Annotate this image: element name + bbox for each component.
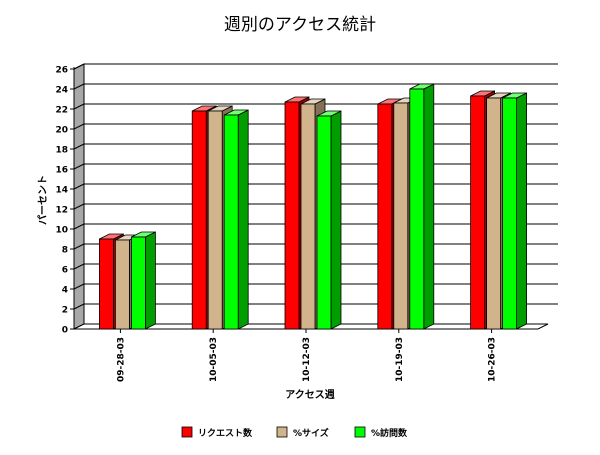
gridline-wall	[73, 223, 85, 230]
y-tick-label: 10	[55, 226, 68, 236]
side-wall	[73, 63, 85, 330]
gridline-wall	[73, 303, 85, 310]
bar-front	[284, 101, 300, 330]
legend-swatch	[181, 426, 193, 438]
gridline-wall	[73, 83, 85, 90]
gridline-wall	[73, 143, 85, 150]
bar-front	[223, 114, 239, 330]
bar-front	[130, 236, 146, 330]
x-tick-label: 10-26-03	[488, 337, 498, 382]
gridline-wall	[73, 263, 85, 270]
gridline-wall	[73, 63, 85, 70]
bar-front	[316, 115, 332, 330]
gridline-wall	[73, 203, 85, 210]
bar-front	[409, 88, 425, 330]
bar-side	[423, 83, 435, 330]
bar-front	[191, 110, 207, 330]
bar	[316, 110, 342, 330]
y-tick-label: 6	[62, 266, 68, 276]
bar-side	[516, 92, 527, 330]
legend-label: %サイズ	[293, 427, 329, 439]
bar-side	[237, 109, 249, 330]
x-tick-label: 10-12-03	[302, 337, 312, 382]
y-tick-label: 22	[55, 106, 68, 116]
y-tick-label: 20	[55, 126, 68, 136]
legend: リクエスト数 %サイズ %訪問数	[181, 426, 408, 439]
gridline-wall	[73, 103, 85, 110]
y-tick-label: 0	[62, 326, 68, 336]
bar	[130, 231, 156, 330]
gridline-wall	[73, 283, 85, 290]
bar-front	[486, 97, 502, 330]
x-tick-label: 09-28-03	[116, 337, 126, 382]
bar-front	[502, 97, 518, 330]
y-tick-label: 4	[62, 286, 68, 296]
bar-front	[393, 102, 409, 330]
y-tick-label: 12	[55, 206, 68, 216]
y-tick-label: 16	[55, 166, 68, 176]
bar-front	[115, 239, 130, 330]
x-tick-label: 10-19-03	[395, 337, 405, 382]
bar	[409, 83, 435, 330]
x-tick-label: 10-05-03	[209, 337, 219, 382]
gridline-wall	[73, 243, 85, 250]
bars	[99, 83, 527, 330]
y-tick-label: 2	[62, 306, 68, 316]
bar-front	[99, 238, 114, 330]
y-tick-label: 8	[62, 246, 68, 256]
x-axis-label: アクセス週	[285, 389, 335, 401]
chart-title: 週別のアクセス統計	[224, 15, 376, 35]
legend-label: リクエスト数	[198, 427, 253, 439]
gridline-wall	[73, 183, 85, 190]
bar-front	[207, 110, 223, 330]
y-tick-label: 14	[55, 186, 68, 196]
bar-side	[144, 231, 156, 330]
gridline-wall	[73, 123, 85, 130]
bar-front	[470, 95, 486, 330]
y-tick-label: 18	[55, 146, 68, 156]
y-tick-label: 24	[55, 86, 68, 96]
y-tick-label: 26	[55, 66, 68, 76]
bar-front	[300, 103, 316, 330]
legend-label: %訪問数	[371, 427, 408, 439]
y-axis-label: パーセント	[37, 175, 49, 225]
bar	[502, 92, 527, 330]
bar-front	[377, 103, 393, 330]
bar	[223, 109, 249, 330]
legend-swatch	[276, 426, 288, 438]
gridline-wall	[73, 163, 85, 170]
bar-side	[330, 110, 342, 330]
legend-swatch	[354, 426, 366, 438]
